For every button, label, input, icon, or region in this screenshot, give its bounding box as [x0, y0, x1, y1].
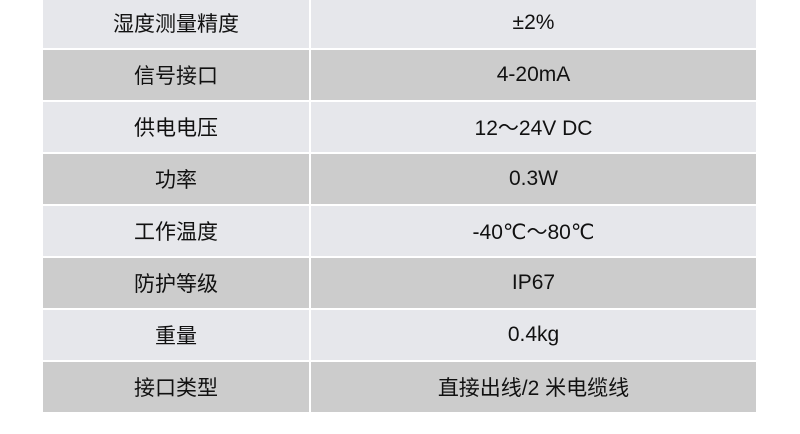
spec-label: 信号接口: [43, 50, 309, 100]
table-row: 重量 0.4kg: [43, 310, 756, 360]
table-row: 湿度测量精度 ±2%: [43, 0, 756, 48]
table-row: 接口类型 直接出线/2 米电缆线: [43, 362, 756, 412]
spec-value: -40℃～80℃: [311, 206, 756, 256]
spec-value: 0.3W: [311, 154, 756, 204]
spec-label: 工作温度: [43, 206, 309, 256]
table-row: 功率 0.3W: [43, 154, 756, 204]
spec-label: 供电电压: [43, 102, 309, 152]
spec-value: 4-20mA: [311, 50, 756, 100]
spec-value: 12～24V DC: [311, 102, 756, 152]
spec-value: 0.4kg: [311, 310, 756, 360]
spec-label: 湿度测量精度: [43, 0, 309, 48]
spec-value: IP67: [311, 258, 756, 308]
table-row: 防护等级 IP67: [43, 258, 756, 308]
spec-label: 功率: [43, 154, 309, 204]
spec-value: 直接出线/2 米电缆线: [311, 362, 756, 412]
table-row: 供电电压 12～24V DC: [43, 102, 756, 152]
table-row: 信号接口 4-20mA: [43, 50, 756, 100]
spec-label: 接口类型: [43, 362, 309, 412]
table-row: 工作温度 -40℃～80℃: [43, 206, 756, 256]
spec-label: 重量: [43, 310, 309, 360]
spec-table: 湿度测量精度 ±2% 信号接口 4-20mA 供电电压 12～24V DC 功率 0.3W 工作…: [43, 0, 756, 412]
spec-label: 防护等级: [43, 258, 309, 308]
spec-value: ±2%: [311, 0, 756, 48]
